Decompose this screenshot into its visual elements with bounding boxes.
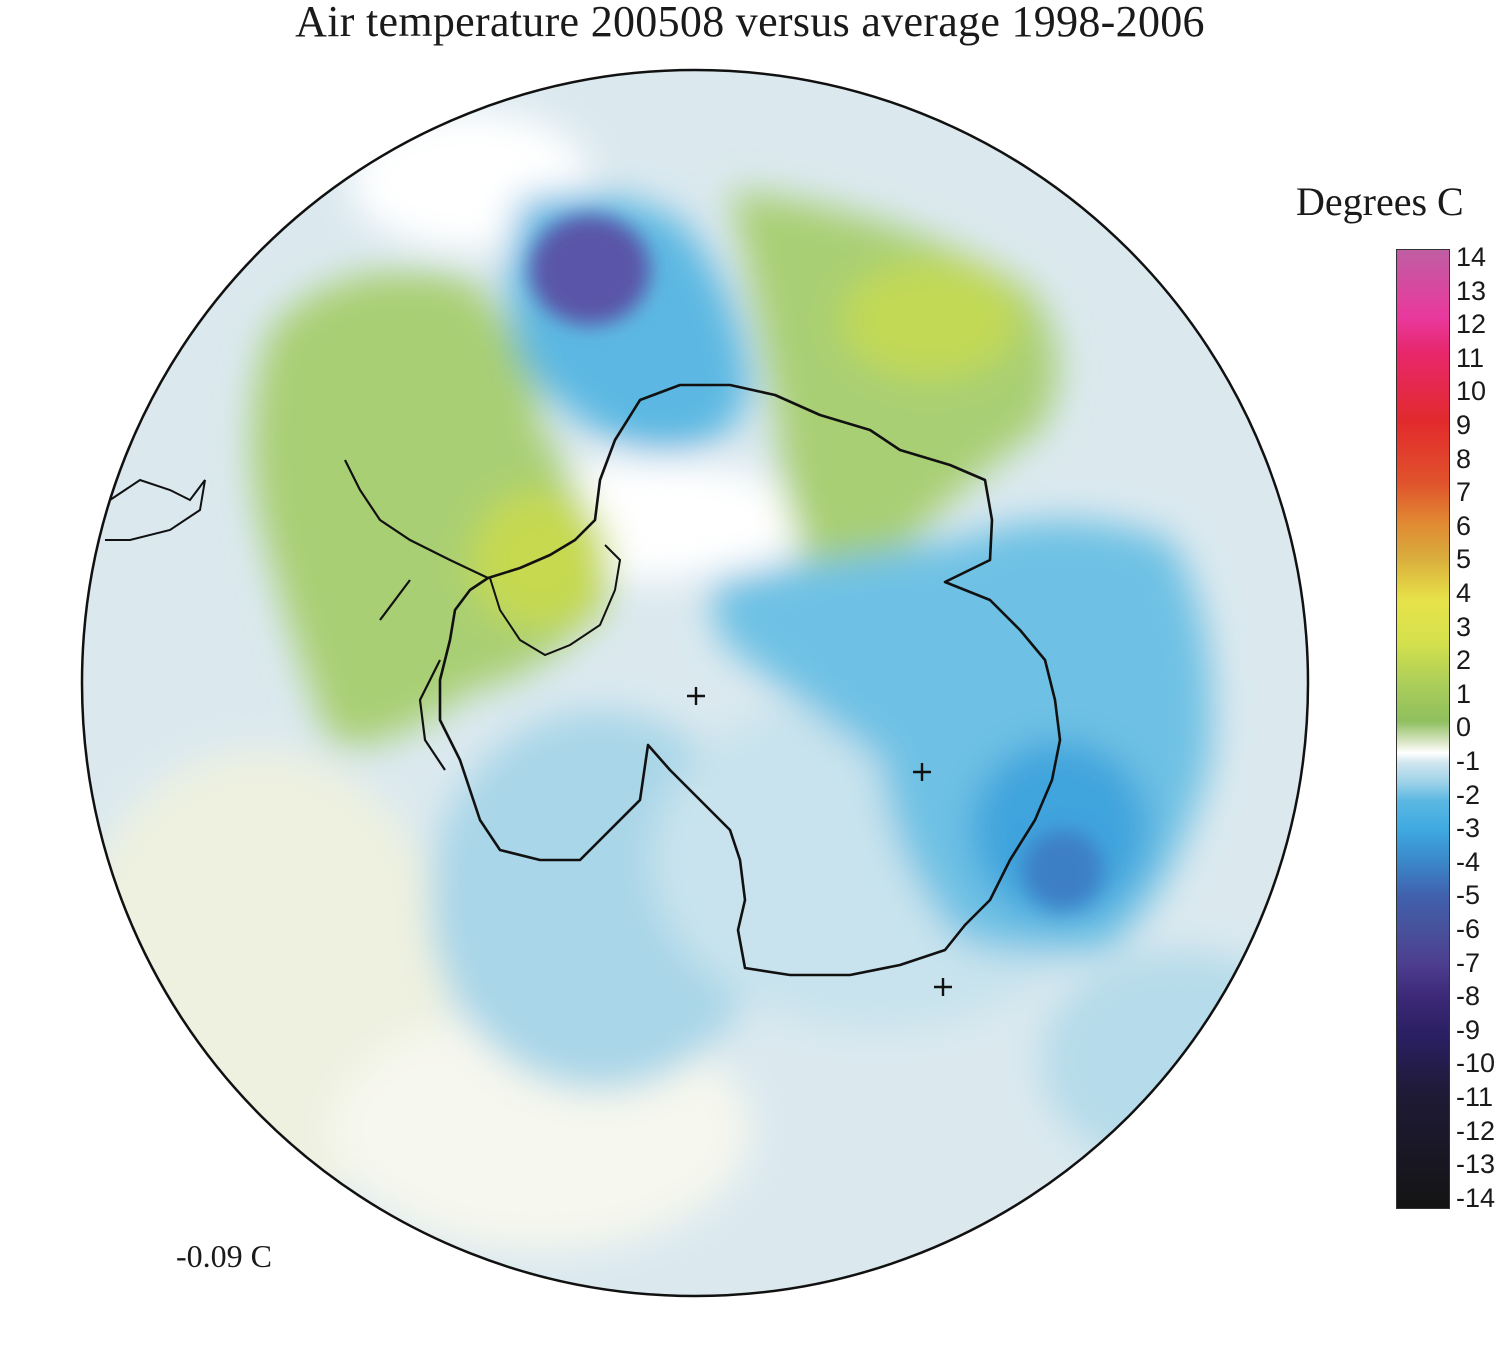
legend-tick-label: 11 [1456, 342, 1485, 373]
legend-tick-label: 14 [1456, 242, 1487, 272]
legend-tick-label: 4 [1456, 578, 1472, 608]
legend-tick-label: 12 [1456, 309, 1487, 340]
legend-tick-label: 3 [1456, 611, 1472, 642]
color-scale-bar [1396, 249, 1450, 1209]
south-america-coast [105, 478, 206, 541]
legend-tick-label: 0 [1456, 712, 1472, 743]
legend-tick-label: -9 [1456, 1014, 1481, 1045]
map-title: Air temperature 200508 versus average 19… [295, 0, 1205, 46]
cross-marker [913, 763, 931, 781]
warm-core-atlantic [840, 260, 1020, 380]
legend-tick-label: 6 [1456, 510, 1472, 541]
map-boundary [80, 68, 1310, 1298]
legend-tick-label: -13 [1456, 1149, 1496, 1180]
legend-tick-label: 7 [1456, 477, 1472, 508]
legend-tick-label: -8 [1456, 981, 1481, 1012]
legend-tick-label: 5 [1456, 544, 1472, 575]
cross-marker [687, 687, 705, 705]
legend-tick-label: -12 [1456, 1115, 1496, 1146]
legend-tick-label: -11 [1456, 1082, 1494, 1112]
legend-tick-label: -7 [1456, 947, 1481, 978]
legend-tick-label: 10 [1456, 376, 1487, 407]
legend-tick-label: -5 [1456, 880, 1481, 911]
legend-tick-label: -1 [1456, 746, 1481, 776]
legend-title: Degrees C [1296, 179, 1464, 224]
legend-tick-label: -6 [1456, 914, 1481, 944]
cold-anomaly-east [1040, 950, 1308, 1170]
antarctic-peninsula [344, 459, 489, 771]
cold-deep-spot-atlantic [530, 215, 650, 325]
legend-tick-label: -3 [1456, 813, 1481, 844]
legend-tick-label: -10 [1456, 1048, 1496, 1079]
legend-tick-label: 2 [1456, 645, 1472, 676]
legend-tick-label: 9 [1456, 410, 1472, 440]
antarctica-coastline [438, 383, 1062, 977]
legend-tick-label: -4 [1456, 846, 1481, 877]
weddell-sea-ice-shelf [489, 544, 622, 657]
reference-cross-markers [687, 687, 952, 996]
legend-tick-label: -14 [1456, 1182, 1496, 1213]
mean-anomaly-label: -0.09 C [176, 1238, 272, 1274]
cross-marker [934, 978, 952, 996]
color-scale-ticks: 14 13 12 11 10 9 8 7 6 5 4 3 2 1 0 -1 -2 -3 -4 -5 -6 -7 -8 -9 -1… [1456, 242, 1500, 1220]
legend-tick-label: 1 [1456, 678, 1472, 709]
cold-deep-spot [1023, 830, 1103, 910]
cold-core-east [970, 740, 1150, 920]
legend-tick-label: -2 [1456, 779, 1481, 810]
legend-tick-label: 13 [1456, 275, 1487, 306]
legend-tick-label: 8 [1456, 443, 1472, 474]
